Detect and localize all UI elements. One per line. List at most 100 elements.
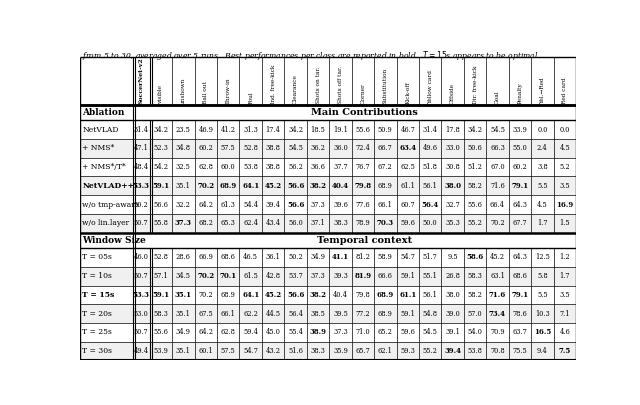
Text: 70.3: 70.3 — [377, 219, 394, 227]
Text: 31.4: 31.4 — [134, 126, 148, 134]
Text: unshown: unshown — [181, 77, 186, 104]
Text: 72.4: 72.4 — [355, 144, 371, 152]
Text: 67.7: 67.7 — [513, 219, 527, 227]
Text: 64.3: 64.3 — [513, 254, 527, 261]
Text: 67.5: 67.5 — [198, 309, 213, 318]
Bar — [80, 232, 576, 248]
Text: 0.0: 0.0 — [559, 126, 570, 134]
Text: 53.3: 53.3 — [132, 182, 150, 190]
Text: 58.3: 58.3 — [154, 309, 168, 318]
Text: 64.2: 64.2 — [198, 328, 213, 336]
Text: 75.5: 75.5 — [513, 347, 527, 355]
Text: 54.4: 54.4 — [243, 200, 259, 209]
Text: 32.5: 32.5 — [176, 163, 191, 171]
Text: 79.1: 79.1 — [511, 182, 529, 190]
Text: 5.5: 5.5 — [537, 182, 548, 190]
Text: Substitution: Substitution — [383, 68, 388, 104]
Text: 60.7: 60.7 — [401, 200, 415, 209]
Text: 37.7: 37.7 — [333, 163, 348, 171]
Text: 56.4: 56.4 — [422, 200, 439, 209]
Text: 55.6: 55.6 — [468, 200, 483, 209]
Bar — [80, 177, 576, 195]
Text: NetVLAD++: NetVLAD++ — [83, 182, 134, 190]
Text: 38.0: 38.0 — [444, 182, 461, 190]
Text: 70.9: 70.9 — [490, 328, 505, 336]
Text: 46.5: 46.5 — [243, 254, 258, 261]
Text: 59.1: 59.1 — [152, 291, 170, 299]
Text: 38.8: 38.8 — [266, 163, 280, 171]
Text: T = 25s: T = 25s — [83, 328, 112, 336]
Text: 37.1: 37.1 — [310, 219, 325, 227]
Text: 77.2: 77.2 — [356, 309, 370, 318]
Bar — [80, 195, 576, 214]
Text: T = 15s: T = 15s — [83, 291, 115, 299]
Text: 46.0: 46.0 — [134, 254, 148, 261]
Text: 40.4: 40.4 — [332, 182, 349, 190]
Text: 56.1: 56.1 — [423, 291, 438, 299]
Text: 50.6: 50.6 — [468, 144, 483, 152]
Text: 34.2: 34.2 — [288, 126, 303, 134]
Text: 67.2: 67.2 — [378, 163, 393, 171]
Text: 1.7: 1.7 — [559, 272, 570, 280]
Text: 39.4: 39.4 — [266, 200, 280, 209]
Text: 37.3: 37.3 — [310, 200, 325, 209]
Text: 64.1: 64.1 — [242, 182, 259, 190]
Text: 38.2: 38.2 — [310, 182, 326, 190]
Text: 3.8: 3.8 — [537, 163, 548, 171]
Text: 60.2: 60.2 — [513, 163, 527, 171]
Bar — [80, 214, 576, 232]
Text: 56.6: 56.6 — [287, 182, 304, 190]
Text: 61.5: 61.5 — [243, 272, 258, 280]
Text: 77.6: 77.6 — [356, 200, 370, 209]
Text: 63.1: 63.1 — [490, 272, 505, 280]
Text: from 5 to 30, averaged over 5 runs.  Best performances per class are reported in: from 5 to 30, averaged over 5 runs. Best… — [81, 49, 540, 62]
Text: Ablation: Ablation — [83, 108, 125, 117]
Text: 39.0: 39.0 — [445, 309, 460, 318]
Text: 54.8: 54.8 — [422, 309, 438, 318]
Text: 65.7: 65.7 — [355, 347, 371, 355]
Text: 53.8: 53.8 — [243, 163, 258, 171]
Text: 34.5: 34.5 — [176, 272, 191, 280]
Text: 50.0: 50.0 — [423, 219, 438, 227]
Text: 48.4: 48.4 — [134, 163, 148, 171]
Text: Kick-off: Kick-off — [405, 81, 410, 104]
Text: 62.8: 62.8 — [221, 328, 236, 336]
Text: 76.7: 76.7 — [356, 163, 370, 171]
Text: 32.7: 32.7 — [445, 200, 460, 209]
Text: 57.1: 57.1 — [154, 272, 168, 280]
Text: 78.9: 78.9 — [355, 219, 371, 227]
Text: 68.9: 68.9 — [221, 291, 236, 299]
Text: 53.3: 53.3 — [132, 291, 150, 299]
Text: Offside: Offside — [450, 83, 455, 104]
Text: 55.1: 55.1 — [423, 272, 438, 280]
Text: 16.5: 16.5 — [534, 328, 551, 336]
Text: T = 30s: T = 30s — [83, 347, 113, 355]
Text: 34.2: 34.2 — [468, 126, 483, 134]
Text: 36.1: 36.1 — [266, 254, 280, 261]
Text: 56.2: 56.2 — [288, 163, 303, 171]
Text: 54.5: 54.5 — [490, 126, 505, 134]
Text: 62.2: 62.2 — [243, 309, 258, 318]
Text: 73.4: 73.4 — [489, 309, 506, 318]
Text: 66.4: 66.4 — [490, 200, 505, 209]
Text: 54.7: 54.7 — [243, 347, 258, 355]
Text: 81.9: 81.9 — [355, 272, 371, 280]
Text: 39.3: 39.3 — [333, 272, 348, 280]
Text: 55.2: 55.2 — [468, 219, 483, 227]
Text: T = 10s: T = 10s — [83, 272, 112, 280]
Text: 52.8: 52.8 — [243, 144, 258, 152]
Text: 35.1: 35.1 — [176, 309, 191, 318]
Text: Penalty: Penalty — [517, 82, 522, 104]
Text: 1.5: 1.5 — [559, 219, 570, 227]
Text: 55.6: 55.6 — [154, 328, 168, 336]
Text: 45.2: 45.2 — [264, 291, 282, 299]
Text: 62.5: 62.5 — [400, 163, 415, 171]
Text: 51.2: 51.2 — [468, 163, 483, 171]
Text: Dir. free-kick: Dir. free-kick — [472, 66, 477, 104]
Text: 3.5: 3.5 — [559, 182, 570, 190]
Text: 78.6: 78.6 — [513, 309, 527, 318]
Text: 54.0: 54.0 — [468, 328, 483, 336]
Text: 71.6: 71.6 — [489, 291, 506, 299]
Bar — [80, 286, 576, 304]
Text: 64.3: 64.3 — [513, 200, 527, 209]
